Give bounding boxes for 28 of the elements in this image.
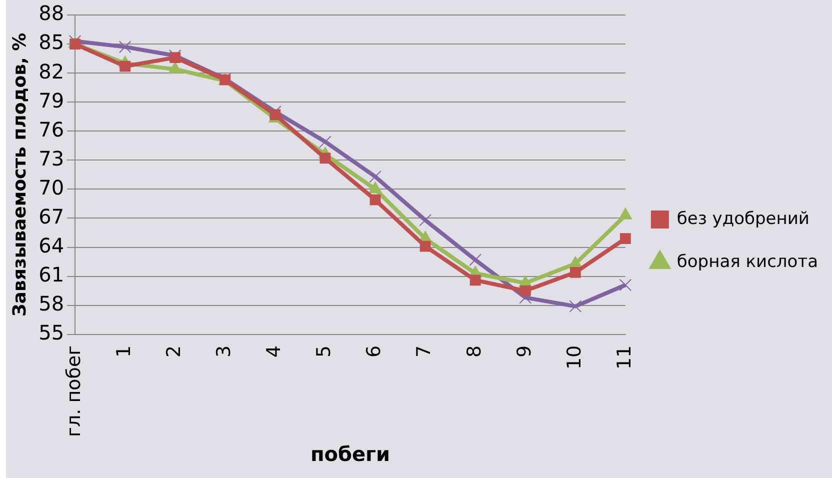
x-tick-label: 3 xyxy=(213,345,236,358)
x-tick-label: 1 xyxy=(113,345,136,358)
x-tick-label: 11 xyxy=(613,345,636,370)
y-tick-label: 76 xyxy=(38,117,64,142)
y-tick-label: 70 xyxy=(38,175,64,200)
x-tick-label: 8 xyxy=(463,345,486,358)
x-tick-label: гл. побег xyxy=(62,345,85,438)
legend-label: борная кислота xyxy=(676,252,818,272)
y-tick-label: 82 xyxy=(38,59,64,84)
y-tick-label: 67 xyxy=(38,204,64,228)
x-tick-label: 5 xyxy=(313,345,336,358)
y-axis-title: Завязываемость плодов, % xyxy=(9,32,30,316)
y-tick-label: 79 xyxy=(38,88,64,112)
y-tick-label: 73 xyxy=(38,146,64,170)
y-tick-label: 85 xyxy=(38,30,64,54)
y-tick-label: 88 xyxy=(38,1,64,26)
x-tick-label: 9 xyxy=(513,345,536,358)
x-tick-label: 10 xyxy=(563,345,586,370)
x-tick-label: 6 xyxy=(363,345,386,358)
y-tick-label: 58 xyxy=(38,292,64,316)
x-tick-label: 4 xyxy=(263,345,286,358)
x-tick-label: 2 xyxy=(163,345,186,358)
y-tick-label: 55 xyxy=(38,320,64,345)
y-tick-label: 61 xyxy=(38,262,64,286)
x-axis-title: побеги xyxy=(310,442,390,466)
x-tick-label: 7 xyxy=(413,345,436,358)
y-tick-label: 64 xyxy=(38,233,64,258)
legend-label: без удобрений xyxy=(676,208,810,229)
